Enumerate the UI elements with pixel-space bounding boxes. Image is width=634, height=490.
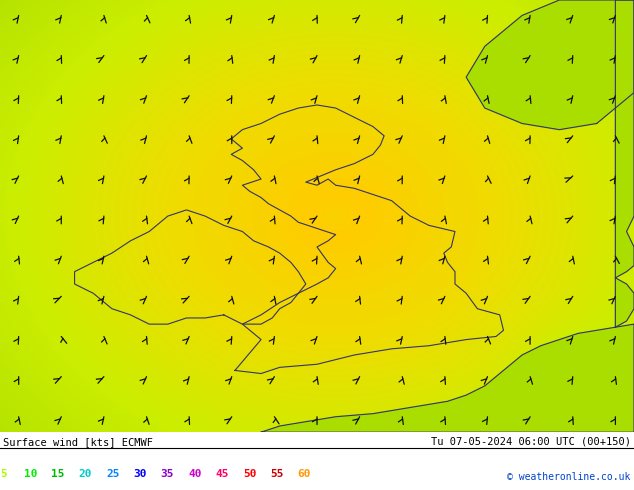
Text: 10: 10 xyxy=(24,469,37,479)
Polygon shape xyxy=(466,0,634,130)
Text: 55: 55 xyxy=(270,469,283,479)
Text: Tu 07-05-2024 06:00 UTC (00+150): Tu 07-05-2024 06:00 UTC (00+150) xyxy=(431,437,631,447)
Text: 40: 40 xyxy=(188,469,202,479)
Text: © weatheronline.co.uk: © weatheronline.co.uk xyxy=(507,472,631,482)
Text: 25: 25 xyxy=(106,469,119,479)
Polygon shape xyxy=(561,53,618,101)
Text: 20: 20 xyxy=(79,469,92,479)
Text: 50: 50 xyxy=(243,469,256,479)
Text: 45: 45 xyxy=(216,469,229,479)
Text: 35: 35 xyxy=(160,469,174,479)
Text: Surface wind [kts] ECMWF: Surface wind [kts] ECMWF xyxy=(3,437,153,447)
Polygon shape xyxy=(616,0,634,327)
Text: 15: 15 xyxy=(51,469,65,479)
Polygon shape xyxy=(261,324,634,432)
Text: 30: 30 xyxy=(133,469,147,479)
Text: 60: 60 xyxy=(297,469,311,479)
Text: 5: 5 xyxy=(0,469,6,479)
